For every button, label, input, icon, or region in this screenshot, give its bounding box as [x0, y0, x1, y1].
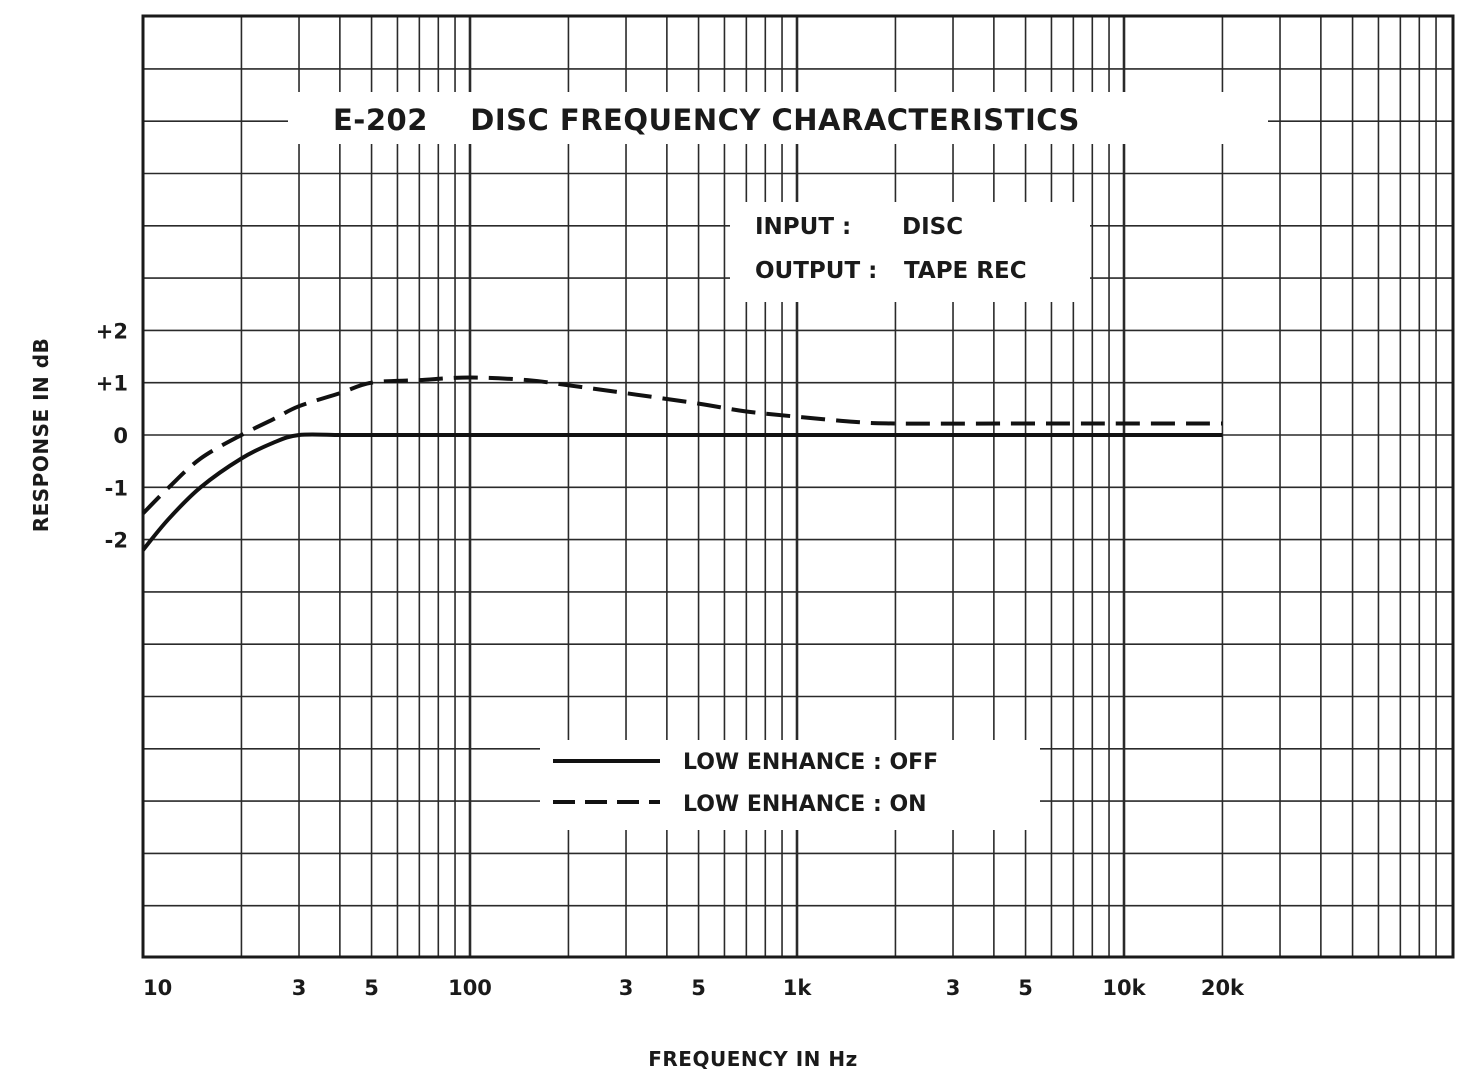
title-background	[288, 92, 1268, 144]
input-value: DISC	[902, 214, 963, 240]
y-tick-label: -1	[105, 476, 128, 500]
conditions-background	[730, 202, 1090, 302]
x-tick-label: 10	[143, 976, 172, 1000]
x-tick-label: 3	[292, 976, 307, 1000]
plot-frame	[141, 14, 1455, 959]
legend-background	[540, 740, 1040, 830]
x-tick-label: 5	[364, 976, 379, 1000]
x-tick-labels: 10 3 5 100 3 5 1k 3 5 10k 20k	[143, 976, 1245, 1000]
legend-label-off: LOW ENHANCE : OFF	[683, 750, 938, 775]
series-line-low-enhance-off	[141, 432, 1223, 552]
legend: LOW ENHANCE : OFF LOW ENHANCE : ON	[553, 750, 938, 817]
x-axis-title: FREQUENCY IN Hz	[648, 1047, 858, 1071]
y-tick-label: +1	[96, 372, 128, 396]
x-tick-label: 3	[946, 976, 961, 1000]
output-value: TAPE REC	[904, 258, 1027, 284]
y-tick-label: 0	[113, 424, 128, 448]
y-tick-labels: +2 +1 0 -1 -2	[96, 319, 128, 552]
x-tick-label: 3	[619, 976, 634, 1000]
legend-label-on: LOW ENHANCE : ON	[683, 792, 927, 817]
input-label: INPUT :	[755, 214, 851, 240]
y-axis-title: RESPONSE IN dB	[29, 338, 53, 533]
x-tick-label: 20k	[1201, 976, 1245, 1000]
y-tick-label: +2	[96, 319, 128, 343]
x-tick-label: 5	[1018, 976, 1033, 1000]
output-label: OUTPUT :	[755, 258, 877, 284]
x-tick-label: 1k	[783, 976, 813, 1000]
series-line-low-enhance-on	[141, 375, 1223, 515]
y-tick-label: -2	[105, 529, 128, 553]
series-layer	[141, 375, 1223, 552]
x-tick-label: 10k	[1102, 976, 1146, 1000]
x-tick-label: 5	[691, 976, 706, 1000]
x-tick-label: 100	[448, 976, 492, 1000]
chart-title: E-202 DISC FREQUENCY CHARACTERISTICS	[333, 103, 1080, 137]
